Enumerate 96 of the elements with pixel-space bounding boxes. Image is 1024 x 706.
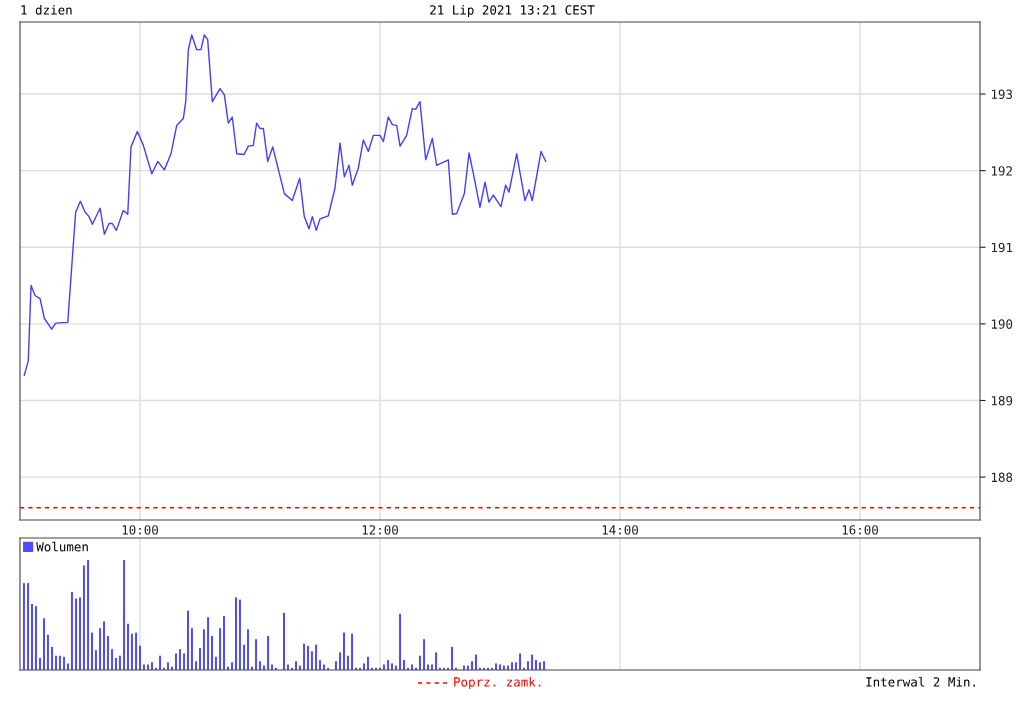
bar [339, 652, 342, 670]
y-tick-label: 188 [991, 472, 1013, 483]
bar [514, 662, 517, 670]
bar [166, 662, 169, 670]
bar [214, 656, 217, 670]
bar [82, 565, 85, 670]
y-tick-label: 191 [991, 242, 1013, 253]
bar [231, 662, 234, 670]
bar [91, 632, 93, 670]
bar [75, 598, 78, 670]
bar [247, 629, 249, 670]
bar [423, 639, 426, 670]
bar [159, 655, 162, 670]
bar [79, 597, 81, 670]
bar [363, 663, 366, 670]
bar [123, 560, 126, 670]
bar [303, 643, 306, 670]
bar [58, 655, 61, 670]
bar [219, 628, 222, 670]
bar [538, 662, 541, 670]
bar [283, 612, 285, 670]
bar [235, 597, 237, 670]
bar [315, 644, 318, 670]
bar [307, 645, 309, 670]
bar [207, 617, 210, 670]
bar [111, 649, 114, 670]
bar [387, 660, 390, 670]
bar [63, 656, 66, 670]
bar [115, 657, 117, 670]
bar [106, 635, 109, 670]
bar [399, 613, 402, 670]
bar [343, 632, 345, 670]
y-tick-label: 192 [991, 166, 1012, 176]
bar [31, 604, 33, 670]
x-tick-label: 10:00 [122, 525, 158, 535]
bar [238, 599, 241, 670]
bar [51, 646, 54, 670]
bar [87, 560, 90, 670]
legend-label: Wolumen [36, 541, 88, 552]
line-series [23, 34, 547, 376]
bar [451, 646, 453, 670]
bar [495, 663, 498, 670]
bar [99, 628, 102, 670]
bar [127, 623, 129, 670]
bar [70, 591, 73, 670]
bar [190, 628, 193, 670]
bar [223, 616, 225, 670]
bar [403, 660, 405, 670]
bar [391, 663, 393, 670]
y-tick-label: 189 [991, 395, 1013, 406]
legend-label: Poprz. zamk. [454, 676, 541, 690]
y-tick-label: 190 [991, 319, 1013, 329]
bar [118, 655, 121, 670]
bar [310, 651, 313, 670]
bar [151, 662, 153, 670]
bar [139, 645, 141, 670]
bar [43, 618, 45, 670]
bar [267, 635, 270, 670]
y-tick-label: 193 [991, 89, 1013, 99]
bar [55, 655, 57, 670]
bar [178, 649, 181, 670]
bar [130, 633, 133, 670]
bar [519, 653, 522, 670]
bar [27, 583, 30, 670]
bar [475, 654, 477, 670]
bar [367, 656, 369, 670]
bar [418, 655, 421, 670]
bar [511, 662, 513, 670]
bar [202, 629, 205, 670]
x-tick-label: 12:00 [362, 525, 398, 535]
bar [531, 654, 534, 670]
chart-subtitle: 21 Lip 2021 13:21 CEST [430, 4, 595, 18]
bar [183, 653, 186, 670]
x-tick-label: 16:00 [842, 525, 878, 535]
bar [94, 650, 97, 670]
bar [243, 644, 246, 670]
bar [351, 633, 354, 670]
bar [211, 635, 213, 670]
bar [175, 653, 177, 670]
x-tick-label: 14:00 [602, 525, 638, 535]
bar [34, 606, 37, 670]
text: Interwal 2 Min. [866, 676, 975, 687]
bar [67, 663, 69, 670]
bar [22, 583, 25, 670]
bar [319, 660, 321, 670]
bar [46, 634, 49, 670]
bar [435, 652, 438, 670]
bar [187, 610, 189, 670]
chart-title: 1 dzien [21, 4, 72, 15]
bar [346, 655, 349, 670]
bar [103, 621, 105, 670]
bar [39, 657, 42, 670]
bar [255, 639, 258, 670]
bar [135, 632, 138, 670]
bar [199, 648, 201, 670]
bar [535, 660, 537, 670]
